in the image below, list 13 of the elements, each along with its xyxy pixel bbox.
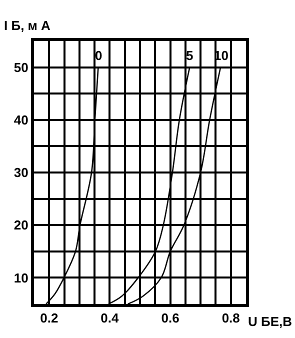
x-tick-label: 0.8 bbox=[222, 310, 240, 326]
series-label: 0 bbox=[95, 48, 102, 63]
y-tick-label: 50 bbox=[14, 60, 28, 75]
series-label: 5 bbox=[186, 48, 194, 63]
x-tick-label: 0.2 bbox=[40, 310, 58, 326]
y-tick-label: 40 bbox=[14, 112, 28, 128]
x-tick-label: 0.4 bbox=[100, 310, 120, 326]
x-axis-title: U БЕ,В bbox=[248, 314, 292, 329]
x-tick-label: 0.6 bbox=[161, 310, 180, 326]
y-tick-label: 30 bbox=[14, 165, 28, 180]
y-axis-title: I Б, м А bbox=[4, 18, 52, 33]
y-tick-label: 10 bbox=[14, 270, 28, 286]
y-tick-label: 20 bbox=[14, 218, 28, 233]
